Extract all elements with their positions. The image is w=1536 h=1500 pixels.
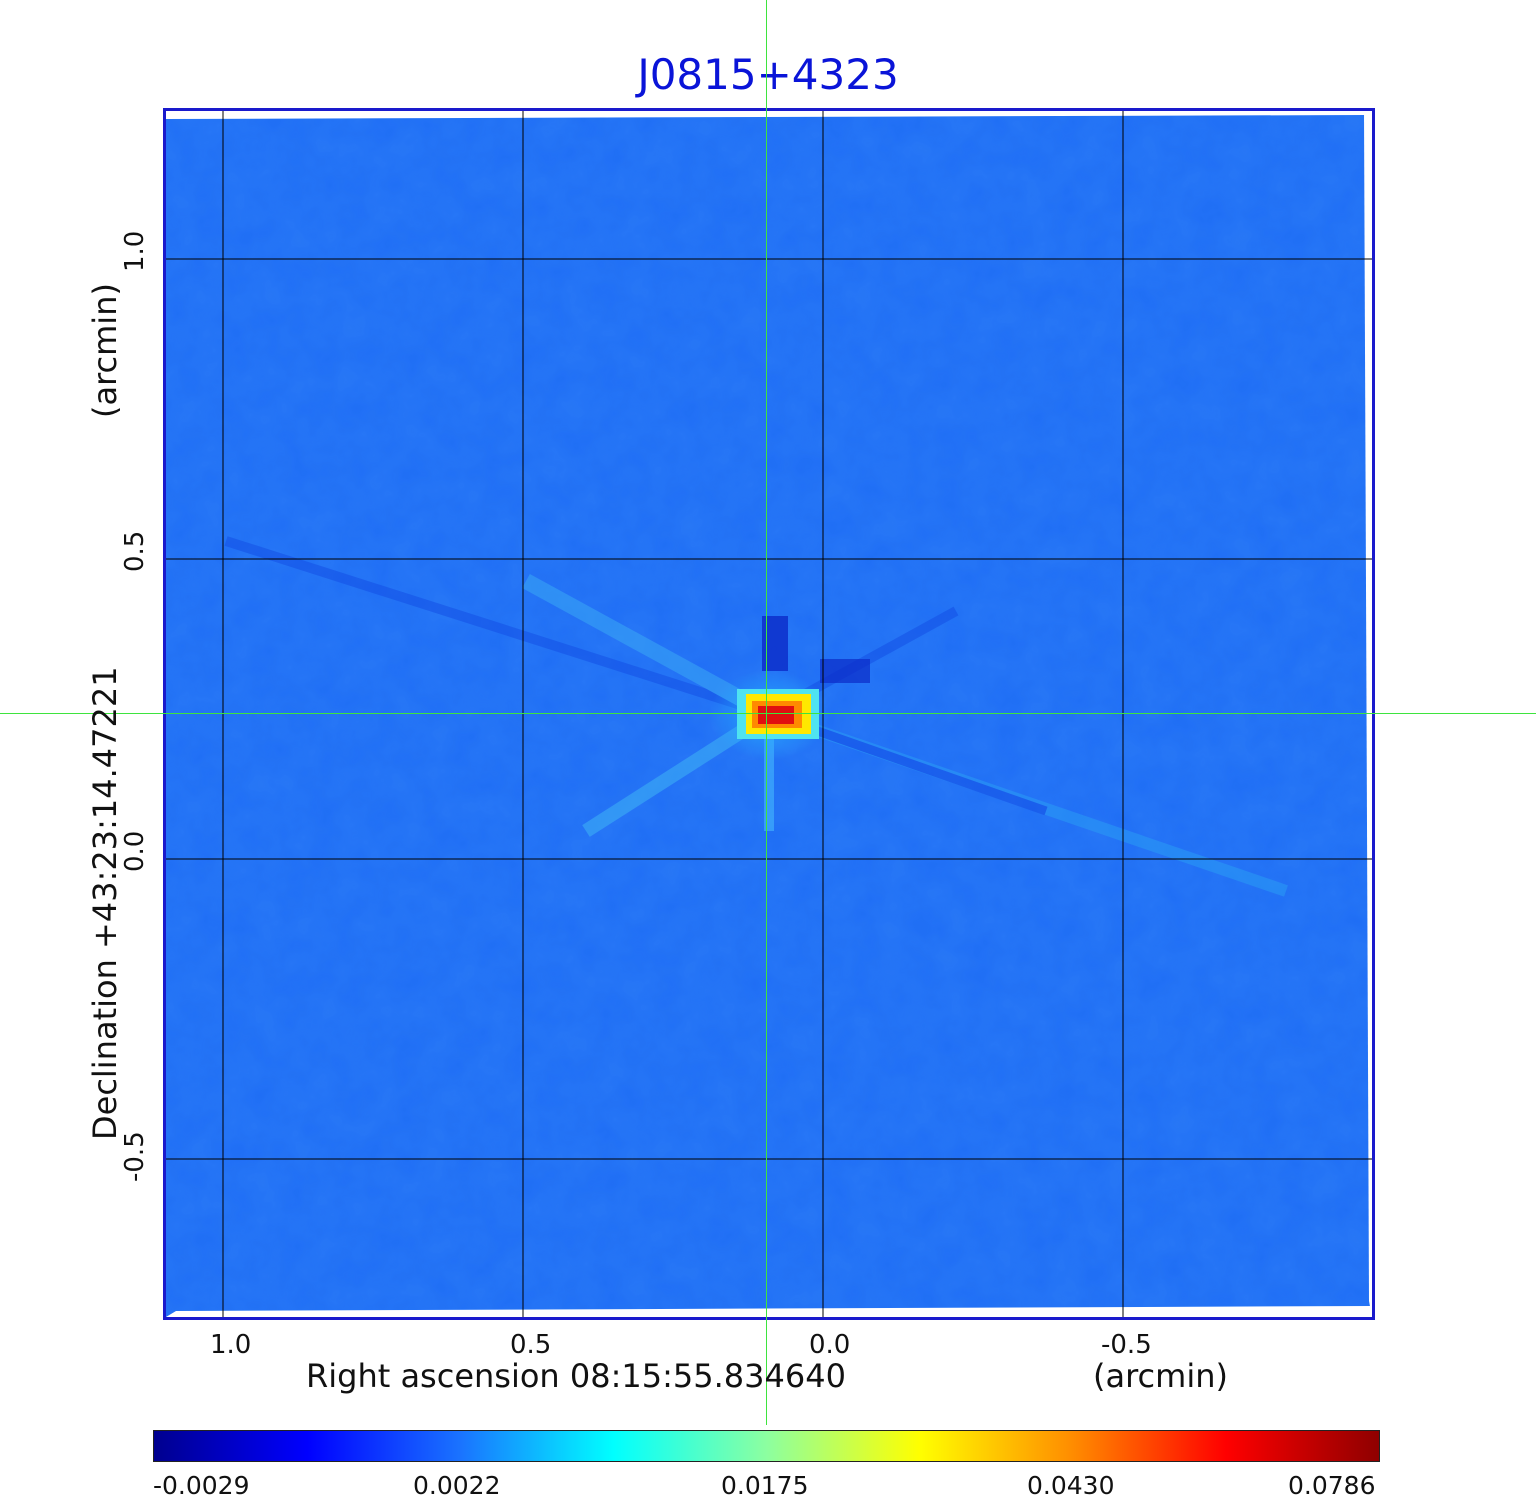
y-tick-label: -0.5 [120,1131,150,1182]
colorbar-label: 0.0786 [1288,1471,1376,1500]
top-edge-gap [166,111,1372,119]
coordinate-grid [166,111,1372,1317]
y-axis-unit: (arcmin) [86,283,124,418]
right-edge-gap [1364,111,1372,1317]
sky-image-panel[interactable] [163,108,1375,1320]
radio-image[interactable] [166,111,1372,1317]
bottom-edge-gap [166,1306,1372,1317]
source-peak [758,706,794,724]
y-tick-label: 0.5 [120,530,150,572]
colorbar-label: 0.0175 [721,1471,809,1500]
colorbar-label: 0.0430 [1027,1471,1115,1500]
x-axis-unit: (arcmin) [1093,1357,1228,1395]
image-title: J0815+4323 [637,50,899,99]
y-tick-label: 1.0 [120,230,150,272]
colorbar[interactable] [153,1430,1380,1462]
crosshair-vertical[interactable] [766,0,767,1425]
negative-lobe-2 [820,659,870,683]
x-tick-label: -0.5 [1101,1330,1152,1360]
y-axis-label: Declination +43:23:14.47221 [86,666,124,1140]
x-tick-label: 0.5 [510,1330,552,1360]
crosshair-horizontal[interactable] [0,713,1536,714]
colorbar-label: 0.0022 [413,1471,501,1500]
colorbar-label: -0.0029 [153,1471,250,1500]
x-tick-label: 0.0 [809,1330,851,1360]
x-axis-label: Right ascension 08:15:55.834640 [306,1357,846,1395]
y-tick-label: 0.0 [120,830,150,872]
radio-source[interactable] [709,616,870,760]
x-tick-label: 1.0 [210,1330,252,1360]
